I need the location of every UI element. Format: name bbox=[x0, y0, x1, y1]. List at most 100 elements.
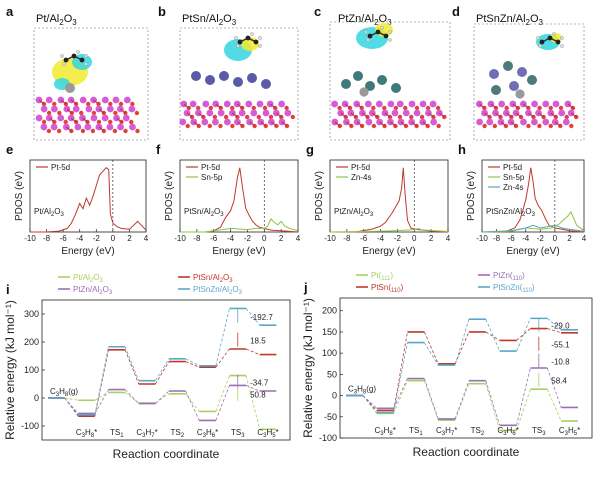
o-atom bbox=[46, 110, 52, 116]
energy-connector bbox=[124, 392, 139, 404]
o-atom bbox=[57, 110, 62, 116]
al-atom bbox=[391, 109, 399, 117]
al-atom bbox=[558, 109, 566, 117]
pdos-line-pt-5d bbox=[30, 167, 147, 233]
stage-label: C3H7* bbox=[436, 426, 457, 437]
al-atom bbox=[278, 100, 286, 108]
bond bbox=[538, 112, 544, 118]
o-atom bbox=[91, 110, 97, 116]
bond bbox=[510, 121, 517, 127]
energy-connector bbox=[124, 389, 140, 404]
stage-label: TS3 bbox=[231, 428, 245, 439]
al-atom bbox=[101, 114, 109, 122]
x-axis-label: Reaction coordinate bbox=[113, 447, 220, 461]
o-atom bbox=[393, 105, 399, 111]
x-axis-label: Energy (eV) bbox=[61, 246, 114, 257]
al-atom bbox=[74, 123, 82, 131]
y-axis-label: PDOS (eV) bbox=[314, 171, 325, 221]
carbon-atom bbox=[63, 57, 69, 63]
legend-label: PtZn(110) bbox=[493, 271, 525, 282]
o-atom bbox=[223, 114, 229, 120]
al-atom bbox=[189, 100, 197, 108]
x-tick-label: 2 bbox=[279, 234, 284, 243]
energy-connector bbox=[547, 328, 562, 334]
bond bbox=[439, 112, 445, 118]
zn-atom bbox=[341, 79, 351, 89]
bond bbox=[570, 112, 577, 118]
energy-connector bbox=[485, 319, 501, 352]
al-atom bbox=[202, 100, 210, 108]
sn-atom bbox=[489, 69, 499, 79]
o-atom bbox=[251, 105, 256, 111]
o-atom bbox=[52, 101, 57, 107]
al-atom bbox=[217, 109, 225, 117]
al-atom bbox=[223, 118, 231, 126]
stage-label: C3H6* bbox=[497, 426, 518, 437]
stage-label: TS1 bbox=[409, 426, 423, 437]
bond bbox=[550, 112, 557, 118]
hydrogen-atom bbox=[388, 30, 392, 34]
al-atom bbox=[117, 123, 124, 131]
energy-connector bbox=[245, 308, 261, 326]
al-atom bbox=[408, 100, 416, 108]
cell-box bbox=[33, 27, 149, 141]
plot-frame bbox=[29, 159, 147, 233]
al-atom bbox=[413, 109, 421, 117]
barrier-annotation: 18.5 bbox=[250, 337, 266, 346]
x-tick-label: 0 bbox=[262, 234, 267, 243]
o-atom bbox=[537, 123, 542, 129]
o-atom bbox=[80, 128, 86, 134]
carbon-atom bbox=[539, 39, 545, 45]
energy-connector bbox=[245, 348, 260, 355]
energy-connector bbox=[155, 393, 170, 404]
stage-label: TS3 bbox=[532, 426, 546, 437]
legend-label: Pt(111) bbox=[371, 271, 393, 282]
al-atom bbox=[112, 96, 120, 104]
o-atom bbox=[419, 114, 425, 120]
x-tick-label: -8 bbox=[493, 234, 501, 243]
zn-atom bbox=[527, 75, 537, 85]
bond bbox=[38, 99, 45, 105]
bond bbox=[506, 112, 512, 118]
energy-connector bbox=[516, 389, 531, 431]
legend-label: PtZn/Al2O3 bbox=[73, 285, 113, 296]
al-atom bbox=[201, 118, 209, 126]
x-tick-label: 2 bbox=[127, 234, 132, 243]
y-axis-label: Relative energy (kJ mol⁻¹) bbox=[301, 298, 315, 438]
zn-atom bbox=[377, 75, 387, 85]
sn-atom bbox=[191, 71, 201, 81]
bond bbox=[512, 103, 519, 109]
energy-panel-j: j -100 -50 0 50 100 150 200 C3H8(g) C3H8* TS1 C3H7*… bbox=[301, 271, 593, 459]
bond bbox=[490, 103, 497, 109]
panel-title-b: PtSn/Al2O3 bbox=[182, 13, 237, 27]
al-atom bbox=[552, 100, 560, 108]
bond bbox=[362, 112, 368, 118]
bond bbox=[340, 112, 347, 118]
sn-atom bbox=[509, 81, 519, 91]
al-atom bbox=[40, 123, 48, 131]
o-atom bbox=[230, 123, 235, 129]
panel-letter-b: b bbox=[158, 4, 166, 19]
legend-label: Sn-5p bbox=[201, 173, 223, 182]
y-tick-label: 150 bbox=[322, 327, 337, 337]
energy-connector bbox=[64, 397, 79, 401]
x-tick-label: 4 bbox=[446, 234, 451, 243]
x-tick-label: -2 bbox=[244, 234, 252, 243]
bond bbox=[98, 126, 105, 132]
al-atom bbox=[531, 100, 538, 108]
energy-panel-i: i -100 0 100 200 300 C3H8(g) C3H8* TS1 C3H7* TS2 C3… bbox=[3, 273, 291, 461]
carbon-atom bbox=[375, 29, 381, 35]
al-atom bbox=[57, 114, 65, 122]
bond bbox=[236, 103, 243, 109]
y-axis-label: Relative energy (kJ mol⁻¹) bbox=[3, 300, 17, 440]
o-atom bbox=[569, 123, 574, 129]
o-atom bbox=[113, 110, 118, 116]
o-atom bbox=[108, 119, 113, 125]
x-tick-label: 4 bbox=[582, 234, 587, 243]
y-tick-label: -50 bbox=[324, 412, 337, 422]
y-tick-label: 200 bbox=[24, 337, 39, 347]
bond bbox=[422, 121, 429, 127]
legend-label: Pt-5d bbox=[503, 163, 522, 172]
bond bbox=[379, 121, 385, 127]
